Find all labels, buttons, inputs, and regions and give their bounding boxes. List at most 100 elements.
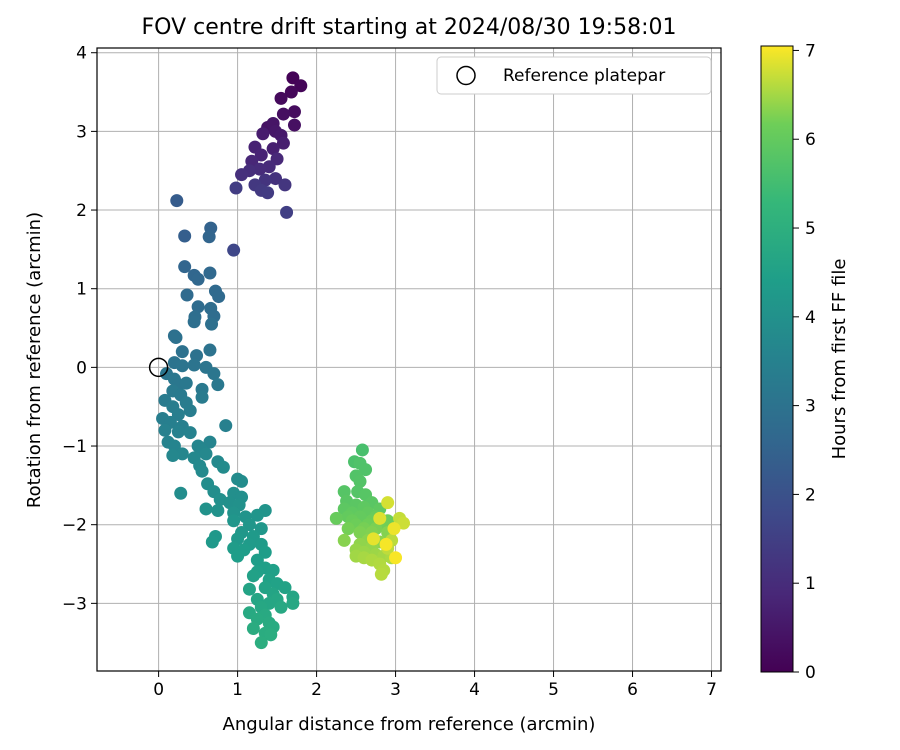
data-point <box>266 142 280 156</box>
data-point <box>187 315 201 329</box>
colorbar-tick-label: 7 <box>805 41 816 61</box>
data-point <box>287 118 301 132</box>
colorbar-tick-label: 6 <box>805 130 816 150</box>
x-tick-label: 0 <box>153 680 164 700</box>
y-tick-label: −3 <box>62 594 87 614</box>
data-point <box>211 378 225 392</box>
data-point <box>278 178 292 192</box>
y-axis-label: Rotation from reference (arcmin) <box>24 212 45 508</box>
data-point <box>212 290 226 304</box>
data-point <box>205 535 219 549</box>
data-point <box>387 522 401 536</box>
data-point <box>219 419 233 433</box>
legend-label: Reference platepar <box>503 66 665 86</box>
data-point <box>170 194 184 208</box>
data-point <box>373 511 387 525</box>
x-tick-label: 2 <box>311 680 322 700</box>
data-point <box>254 636 268 650</box>
x-tick-label: 5 <box>548 680 559 700</box>
x-tick-label: 4 <box>469 680 480 700</box>
y-tick-label: 1 <box>76 280 87 300</box>
data-point <box>254 522 268 536</box>
y-tick-label: −1 <box>62 437 87 457</box>
data-point <box>355 443 369 457</box>
colorbar-tick-label: 0 <box>805 663 816 683</box>
data-point <box>274 600 288 614</box>
legend: Reference platepar <box>436 56 712 95</box>
data-point <box>195 464 209 478</box>
data-point <box>231 549 245 563</box>
x-axis: 0 1 2 3 4 5 6 7 <box>153 671 717 700</box>
data-point <box>341 522 355 536</box>
data-point <box>261 186 275 200</box>
data-point <box>286 596 300 610</box>
data-point <box>274 91 288 105</box>
data-point <box>207 367 221 381</box>
x-tick-label: 3 <box>390 680 401 700</box>
data-point <box>203 435 217 449</box>
data-point <box>178 260 192 274</box>
colorbar: 0 1 2 3 4 5 6 7 Hours from first FF file <box>760 41 850 683</box>
y-tick-label: −2 <box>62 516 87 536</box>
data-point <box>258 173 272 187</box>
data-point <box>179 376 193 390</box>
data-point <box>183 404 197 418</box>
data-point <box>246 569 260 583</box>
data-point <box>175 345 189 359</box>
data-point <box>242 582 256 596</box>
data-point <box>169 330 183 344</box>
data-point <box>171 425 185 439</box>
colorbar-tick-label: 3 <box>805 397 816 417</box>
colorbar-tick-label: 4 <box>805 308 816 328</box>
data-point <box>353 474 367 488</box>
data-point <box>227 243 241 257</box>
data-point <box>278 581 292 595</box>
data-point <box>203 266 217 280</box>
plot-frame <box>96 47 722 672</box>
data-point <box>264 628 278 642</box>
data-point <box>250 508 264 522</box>
data-point <box>396 516 410 530</box>
data-point <box>235 474 249 488</box>
data-point <box>180 288 194 302</box>
data-point <box>389 551 403 565</box>
data-point <box>191 272 205 286</box>
data-point <box>171 408 185 422</box>
colorbar-tick-label: 2 <box>805 485 816 505</box>
data-point <box>187 358 201 372</box>
data-point <box>256 127 270 141</box>
y-tick-label: 4 <box>76 44 87 64</box>
data-point <box>276 136 290 150</box>
x-axis-label: Angular distance from reference (arcmin) <box>223 714 596 735</box>
legend-box <box>436 56 712 95</box>
data-point <box>276 107 290 121</box>
data-point <box>205 317 219 331</box>
data-point <box>211 504 225 518</box>
data-point <box>379 537 393 551</box>
x-tick-label: 1 <box>232 680 243 700</box>
data-point <box>158 423 172 437</box>
data-point <box>254 148 268 162</box>
data-point <box>199 502 213 516</box>
x-tick-label: 7 <box>706 680 717 700</box>
data-point <box>270 152 284 166</box>
data-point <box>178 229 192 243</box>
grid <box>97 48 721 671</box>
colorbar-ticks: 0 1 2 3 4 5 6 7 <box>793 41 816 683</box>
data-point <box>253 162 267 176</box>
y-tick-label: 3 <box>76 122 87 142</box>
colorbar-gradient <box>760 45 794 673</box>
data-point <box>366 532 380 546</box>
data-point <box>229 181 243 195</box>
data-point <box>235 168 249 182</box>
data-point <box>250 553 264 567</box>
points-layer <box>156 71 410 650</box>
data-point <box>174 486 188 500</box>
data-point <box>202 230 216 244</box>
data-point <box>381 496 395 510</box>
legend-marker <box>456 65 476 86</box>
chart-title: FOV centre drift starting at 2024/08/30 … <box>142 15 677 40</box>
data-point <box>374 567 388 581</box>
data-point <box>280 205 294 219</box>
